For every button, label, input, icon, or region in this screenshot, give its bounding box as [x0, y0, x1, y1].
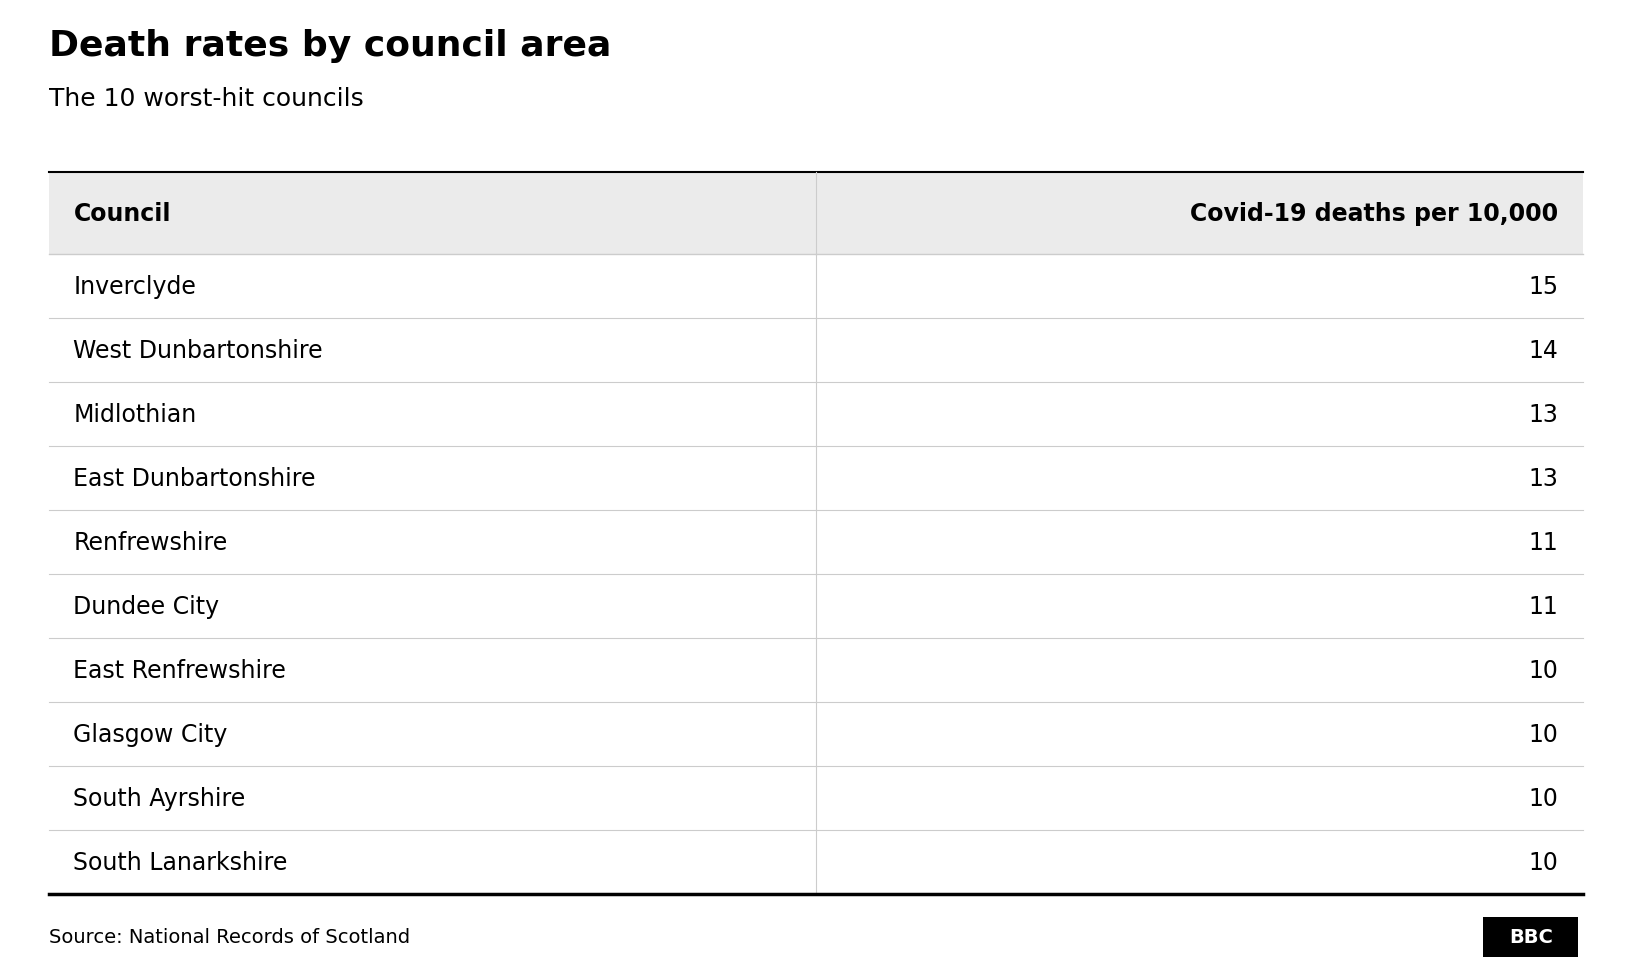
Text: 10: 10 — [1529, 786, 1559, 810]
Bar — [49, 446, 1583, 510]
Text: South Ayrshire: South Ayrshire — [73, 786, 246, 810]
Text: Dundee City: Dundee City — [73, 594, 220, 618]
Text: 11: 11 — [1529, 594, 1559, 618]
Text: Source: National Records of Scotland: Source: National Records of Scotland — [49, 927, 410, 947]
Text: Council: Council — [73, 202, 171, 226]
Text: 10: 10 — [1529, 658, 1559, 682]
Bar — [49, 382, 1583, 446]
Text: 13: 13 — [1529, 466, 1559, 490]
Text: Covid-19 deaths per 10,000: Covid-19 deaths per 10,000 — [1190, 202, 1559, 226]
Text: Glasgow City: Glasgow City — [73, 722, 228, 746]
Text: Midlothian: Midlothian — [73, 403, 197, 427]
Text: Inverclyde: Inverclyde — [73, 275, 196, 299]
Text: 13: 13 — [1529, 403, 1559, 427]
Bar — [49, 575, 1583, 638]
Text: 15: 15 — [1529, 275, 1559, 299]
Text: The 10 worst-hit councils: The 10 worst-hit councils — [49, 86, 364, 111]
Bar — [49, 255, 1583, 319]
Text: East Dunbartonshire: East Dunbartonshire — [73, 466, 317, 490]
Bar — [49, 702, 1583, 766]
Bar — [49, 173, 1583, 255]
Text: East Renfrewshire: East Renfrewshire — [73, 658, 286, 682]
Bar — [49, 638, 1583, 702]
Text: West Dunbartonshire: West Dunbartonshire — [73, 338, 323, 362]
Text: 10: 10 — [1529, 722, 1559, 746]
Bar — [49, 766, 1583, 830]
Text: 14: 14 — [1529, 338, 1559, 362]
Bar — [1483, 917, 1578, 957]
Text: BBC: BBC — [1510, 927, 1552, 947]
Text: South Lanarkshire: South Lanarkshire — [73, 850, 287, 874]
Text: 10: 10 — [1529, 850, 1559, 874]
Bar — [49, 830, 1583, 894]
Text: Renfrewshire: Renfrewshire — [73, 530, 228, 554]
Bar — [49, 510, 1583, 575]
Text: Death rates by council area: Death rates by council area — [49, 29, 612, 62]
Bar — [49, 319, 1583, 382]
Text: 11: 11 — [1529, 530, 1559, 554]
